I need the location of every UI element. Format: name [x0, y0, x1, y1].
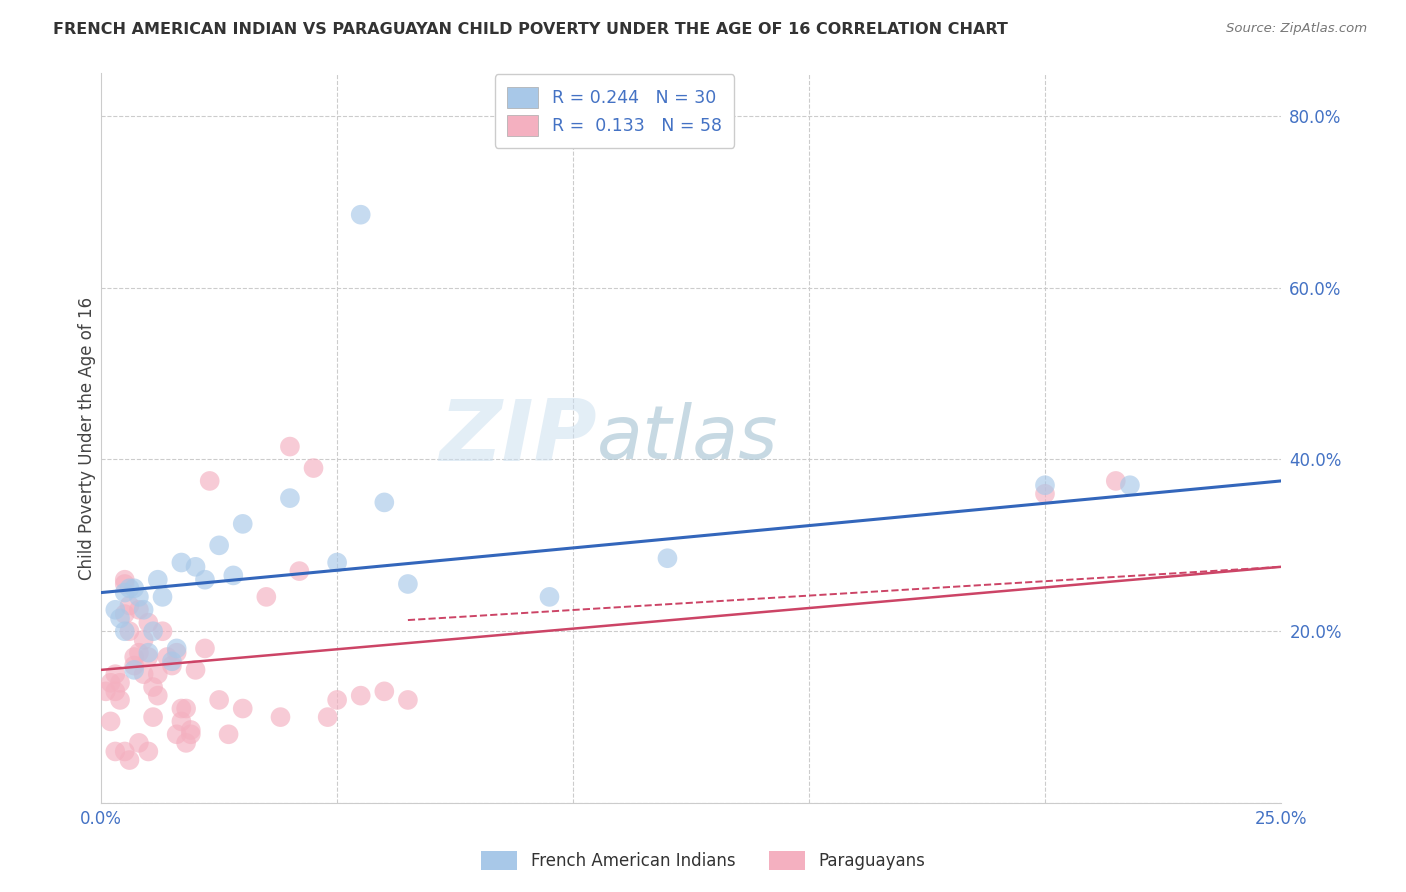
Point — [326, 693, 349, 707]
Point — [132, 667, 155, 681]
Point — [146, 667, 169, 681]
Point — [108, 693, 131, 707]
Point — [132, 603, 155, 617]
Point — [288, 564, 311, 578]
Point — [373, 684, 395, 698]
Point — [114, 573, 136, 587]
Point — [94, 684, 117, 698]
Point — [1105, 474, 1128, 488]
Point — [128, 590, 150, 604]
Point — [122, 650, 145, 665]
Point — [326, 556, 349, 570]
Point — [166, 727, 188, 741]
Point — [160, 654, 183, 668]
Y-axis label: Child Poverty Under the Age of 16: Child Poverty Under the Age of 16 — [79, 296, 96, 580]
Point — [114, 577, 136, 591]
Point — [194, 573, 217, 587]
Point — [108, 675, 131, 690]
Point — [128, 736, 150, 750]
Point — [218, 727, 240, 741]
Point — [142, 624, 165, 639]
Point — [232, 516, 254, 531]
Point — [114, 624, 136, 639]
Point — [208, 693, 231, 707]
Point — [156, 650, 179, 665]
Point — [138, 615, 160, 630]
Point — [350, 208, 373, 222]
Point — [138, 650, 160, 665]
Point — [114, 607, 136, 621]
Point — [232, 701, 254, 715]
Point — [170, 556, 193, 570]
Legend: French American Indians, Paraguayans: French American Indians, Paraguayans — [474, 844, 932, 877]
Point — [170, 714, 193, 729]
Point — [114, 744, 136, 758]
Point — [1119, 478, 1142, 492]
Point — [114, 585, 136, 599]
Point — [180, 723, 202, 737]
Point — [122, 658, 145, 673]
Point — [138, 744, 160, 758]
Point — [132, 632, 155, 647]
Point — [104, 603, 127, 617]
Text: FRENCH AMERICAN INDIAN VS PARAGUAYAN CHILD POVERTY UNDER THE AGE OF 16 CORRELATI: FRENCH AMERICAN INDIAN VS PARAGUAYAN CHI… — [53, 22, 1008, 37]
Point — [278, 440, 301, 454]
Point — [373, 495, 395, 509]
Point — [278, 491, 301, 505]
Point — [396, 577, 419, 591]
Point — [396, 693, 419, 707]
Point — [254, 590, 277, 604]
Point — [142, 710, 165, 724]
Point — [104, 667, 127, 681]
Point — [194, 641, 217, 656]
Point — [184, 559, 207, 574]
Point — [174, 701, 197, 715]
Point — [1033, 487, 1056, 501]
Point — [166, 646, 188, 660]
Point — [222, 568, 245, 582]
Point — [1033, 478, 1056, 492]
Point — [122, 663, 145, 677]
Point — [208, 538, 231, 552]
Point — [100, 675, 122, 690]
Legend: R = 0.244   N = 30, R =  0.133   N = 58: R = 0.244 N = 30, R = 0.133 N = 58 — [495, 74, 734, 148]
Point — [269, 710, 291, 724]
Point — [152, 590, 174, 604]
Point — [166, 641, 188, 656]
Point — [152, 624, 174, 639]
Point — [316, 710, 339, 724]
Point — [104, 684, 127, 698]
Point — [184, 663, 207, 677]
Point — [174, 736, 197, 750]
Text: ZIP: ZIP — [439, 396, 596, 480]
Point — [657, 551, 679, 566]
Point — [104, 744, 127, 758]
Point — [128, 646, 150, 660]
Point — [142, 680, 165, 694]
Point — [100, 714, 122, 729]
Point — [198, 474, 221, 488]
Point — [122, 582, 145, 596]
Point — [138, 646, 160, 660]
Point — [118, 753, 141, 767]
Point — [128, 603, 150, 617]
Point — [350, 689, 373, 703]
Point — [108, 611, 131, 625]
Point — [160, 658, 183, 673]
Point — [538, 590, 561, 604]
Point — [118, 624, 141, 639]
Text: Source: ZipAtlas.com: Source: ZipAtlas.com — [1226, 22, 1367, 36]
Point — [302, 461, 325, 475]
Point — [146, 573, 169, 587]
Point — [146, 689, 169, 703]
Point — [118, 582, 141, 596]
Point — [180, 727, 202, 741]
Text: atlas: atlas — [596, 402, 778, 474]
Point — [170, 701, 193, 715]
Point — [118, 599, 141, 613]
